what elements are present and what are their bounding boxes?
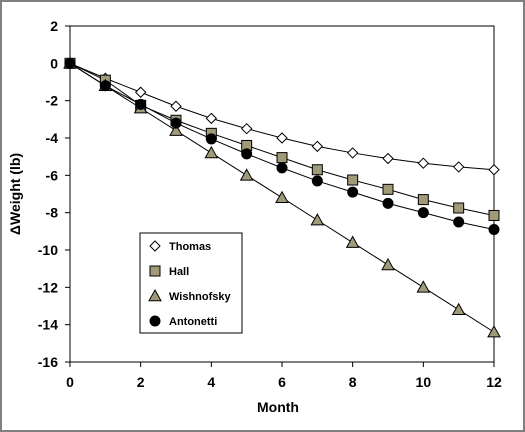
y-tick-label: 0 xyxy=(50,55,58,71)
data-point-hall xyxy=(453,202,465,214)
data-point-thomas xyxy=(170,100,182,112)
legend-label: Hall xyxy=(169,266,189,278)
data-point-thomas xyxy=(134,86,147,98)
legend-marker-hall xyxy=(149,265,161,277)
series-wishnofsky xyxy=(63,56,501,338)
x-tick-label: 8 xyxy=(349,374,357,390)
legend-label: Thomas xyxy=(169,241,211,253)
y-axis-title: ΔWeight (lb) xyxy=(7,153,23,235)
data-point-wishnofsky xyxy=(381,257,395,271)
legend-marker-wishnofsky xyxy=(148,288,162,302)
data-point-hall xyxy=(417,194,429,206)
data-point-antonetti xyxy=(64,57,76,69)
data-point-thomas xyxy=(276,132,288,144)
legend-label: Wishnofsky xyxy=(169,291,232,303)
data-point-wishnofsky xyxy=(345,235,360,248)
data-point-antonetti xyxy=(241,148,253,160)
data-point-thomas xyxy=(417,157,430,169)
data-point-wishnofsky xyxy=(487,325,501,338)
x-tick-label: 10 xyxy=(416,374,432,390)
legend-marker-antonetti xyxy=(149,315,161,327)
data-point-wishnofsky xyxy=(169,123,183,136)
legend-item: Thomas xyxy=(149,240,211,253)
data-point-wishnofsky xyxy=(275,190,289,204)
x-axis-title: Month xyxy=(257,399,299,415)
data-point-thomas xyxy=(311,140,324,153)
data-point-antonetti xyxy=(276,162,288,174)
data-point-antonetti xyxy=(205,133,217,145)
data-point-antonetti xyxy=(135,98,147,110)
data-point-antonetti xyxy=(311,175,323,187)
data-point-antonetti xyxy=(488,223,500,235)
x-tick-label: 4 xyxy=(207,374,215,390)
x-tick-label: 2 xyxy=(137,374,145,390)
y-tick-label: -16 xyxy=(38,354,58,370)
legend-label: Antonetti xyxy=(169,316,217,328)
data-point-thomas xyxy=(382,152,394,165)
data-point-wishnofsky xyxy=(204,145,219,159)
data-point-thomas xyxy=(205,112,218,125)
x-tick-label: 6 xyxy=(278,374,286,390)
y-tick-label: -8 xyxy=(46,205,59,221)
y-tick-label: -12 xyxy=(38,279,58,295)
data-point-hall xyxy=(382,183,394,195)
y-tick-label: -6 xyxy=(46,167,59,183)
axes: 2 0 -2 -4 -6 -8 -10 -12 -14 -16 0 2 4 6 8 10 12 Month ΔWei… xyxy=(7,18,502,415)
data-point-thomas xyxy=(452,161,465,173)
data-point-antonetti xyxy=(417,207,429,219)
data-point-thomas xyxy=(346,147,359,159)
data-point-wishnofsky xyxy=(239,168,254,181)
y-tick-label: -10 xyxy=(38,242,58,258)
data-point-antonetti xyxy=(382,197,394,209)
data-point-thomas xyxy=(488,164,500,176)
data-point-hall xyxy=(347,174,359,186)
series-antonetti xyxy=(64,57,500,235)
data-point-antonetti xyxy=(453,216,465,228)
data-point-antonetti xyxy=(99,80,111,92)
data-point-thomas xyxy=(240,122,253,135)
y-tick-label: -2 xyxy=(46,93,59,109)
data-point-hall xyxy=(488,209,500,221)
data-point-wishnofsky xyxy=(451,302,466,316)
x-tick-label: 12 xyxy=(486,374,502,390)
x-tick-label: 0 xyxy=(66,374,74,390)
series-line-antonetti xyxy=(69,62,495,230)
legend-item: Antonetti xyxy=(149,315,217,328)
data-point-hall xyxy=(311,164,323,176)
data-point-hall xyxy=(276,152,288,164)
y-tick-label: 2 xyxy=(50,18,58,34)
y-tick-label: -14 xyxy=(38,317,58,333)
y-tick-label: -4 xyxy=(46,130,59,146)
legend-item: Hall xyxy=(149,265,189,278)
data-point-wishnofsky xyxy=(416,280,431,293)
plot-series xyxy=(63,56,501,338)
legend: Thomas Hall Wishnofsky Antonetti xyxy=(139,232,243,334)
data-point-antonetti xyxy=(347,186,359,198)
data-point-antonetti xyxy=(170,117,182,129)
legend-marker-thomas xyxy=(149,240,161,252)
legend-item: Wishnofsky xyxy=(148,288,232,303)
data-point-wishnofsky xyxy=(310,213,325,226)
